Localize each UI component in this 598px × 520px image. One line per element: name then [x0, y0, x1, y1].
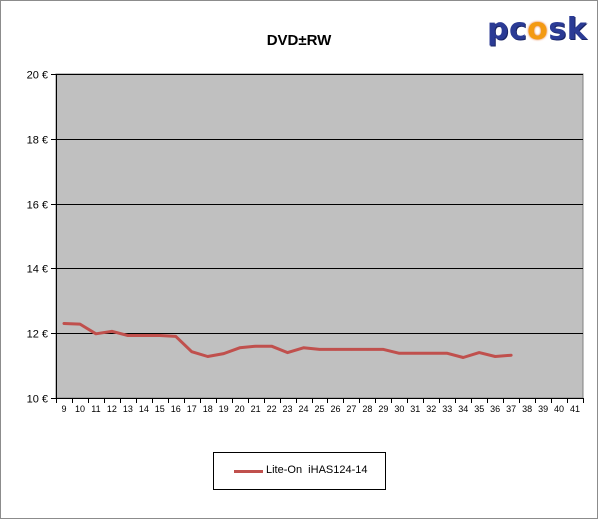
data-point — [493, 355, 497, 358]
x-tick-label: 36 — [490, 404, 500, 414]
data-point — [206, 355, 209, 358]
x-tick-label: 32 — [426, 404, 436, 414]
data-point — [414, 352, 417, 355]
data-point — [110, 330, 114, 333]
x-tick-label: 34 — [458, 404, 468, 414]
x-tick-label: 9 — [61, 404, 66, 414]
x-tick-label: 23 — [283, 404, 293, 414]
x-tick-label: 11 — [91, 404, 100, 414]
data-point — [270, 344, 273, 348]
data-point — [509, 354, 513, 357]
y-tick-label: 10 € — [27, 394, 48, 406]
logo-text-pre: pc — [487, 12, 528, 47]
x-tick-label: 25 — [314, 404, 324, 414]
x-tick-label: 17 — [187, 404, 197, 414]
data-point — [366, 348, 369, 351]
data-point — [238, 346, 241, 349]
y-tick-label: 14 € — [27, 264, 48, 276]
x-tick-label: 31 — [410, 404, 420, 414]
y-tick-label: 12 € — [27, 329, 48, 341]
data-point — [302, 346, 305, 349]
x-tick-label: 19 — [219, 404, 229, 414]
data-point — [254, 344, 257, 348]
y-tick-label: 18 € — [27, 135, 48, 147]
data-point — [382, 348, 385, 351]
data-point — [430, 352, 433, 355]
x-tick-label: 37 — [506, 404, 516, 414]
data-point — [94, 332, 98, 336]
x-tick-label: 26 — [330, 404, 340, 414]
data-point — [350, 348, 353, 351]
chart-legend: Lite-On iHAS124-14 — [213, 452, 386, 490]
x-tick-label: 29 — [378, 404, 388, 414]
x-tick-label: 27 — [346, 404, 356, 414]
x-tick-label: 33 — [442, 404, 452, 414]
x-tick-label: 14 — [139, 404, 149, 414]
x-tick-label: 28 — [362, 404, 372, 414]
data-point — [477, 351, 481, 354]
y-tick-label: 20 € — [27, 70, 48, 82]
x-tick-label: 21 — [251, 404, 261, 414]
x-tick-label: 24 — [299, 404, 309, 414]
x-tick-label: 41 — [570, 404, 580, 414]
data-point — [462, 356, 465, 359]
data-point — [158, 334, 162, 337]
plot-area — [55, 73, 584, 399]
data-point — [334, 348, 337, 351]
x-tick-label: 12 — [107, 404, 117, 414]
data-point — [318, 348, 321, 351]
pcosk-logo: pcosk — [487, 15, 587, 45]
logo-text-post: sk — [548, 12, 588, 47]
x-tick-label: 40 — [554, 404, 564, 414]
x-tick-label: 15 — [155, 404, 165, 414]
data-point — [446, 352, 449, 355]
data-point — [190, 350, 193, 353]
data-point — [78, 322, 82, 326]
data-point — [398, 352, 401, 355]
x-tick-label: 30 — [394, 404, 404, 414]
data-point — [174, 335, 177, 338]
x-tick-label: 10 — [75, 404, 85, 414]
chart-title: DVD±RW — [267, 32, 332, 49]
x-tick-label: 38 — [522, 404, 532, 414]
data-point — [286, 351, 289, 354]
x-tick-label: 35 — [474, 404, 484, 414]
x-tick-label: 22 — [267, 404, 277, 414]
y-tick-label: 16 € — [27, 200, 48, 212]
data-point — [222, 352, 225, 355]
legend-swatch-lite-on — [234, 470, 263, 473]
flame-icon: o — [527, 12, 549, 47]
data-point — [142, 334, 146, 337]
x-tick-label: 16 — [171, 404, 181, 414]
x-tick-label: 39 — [538, 404, 548, 414]
x-tick-label: 20 — [235, 404, 245, 414]
x-tick-label: 18 — [203, 404, 213, 414]
x-tick-label: 13 — [123, 404, 133, 414]
data-point — [62, 322, 66, 325]
legend-label-lite-on: Lite-On iHAS124-14 — [266, 464, 368, 476]
data-point — [126, 334, 130, 337]
